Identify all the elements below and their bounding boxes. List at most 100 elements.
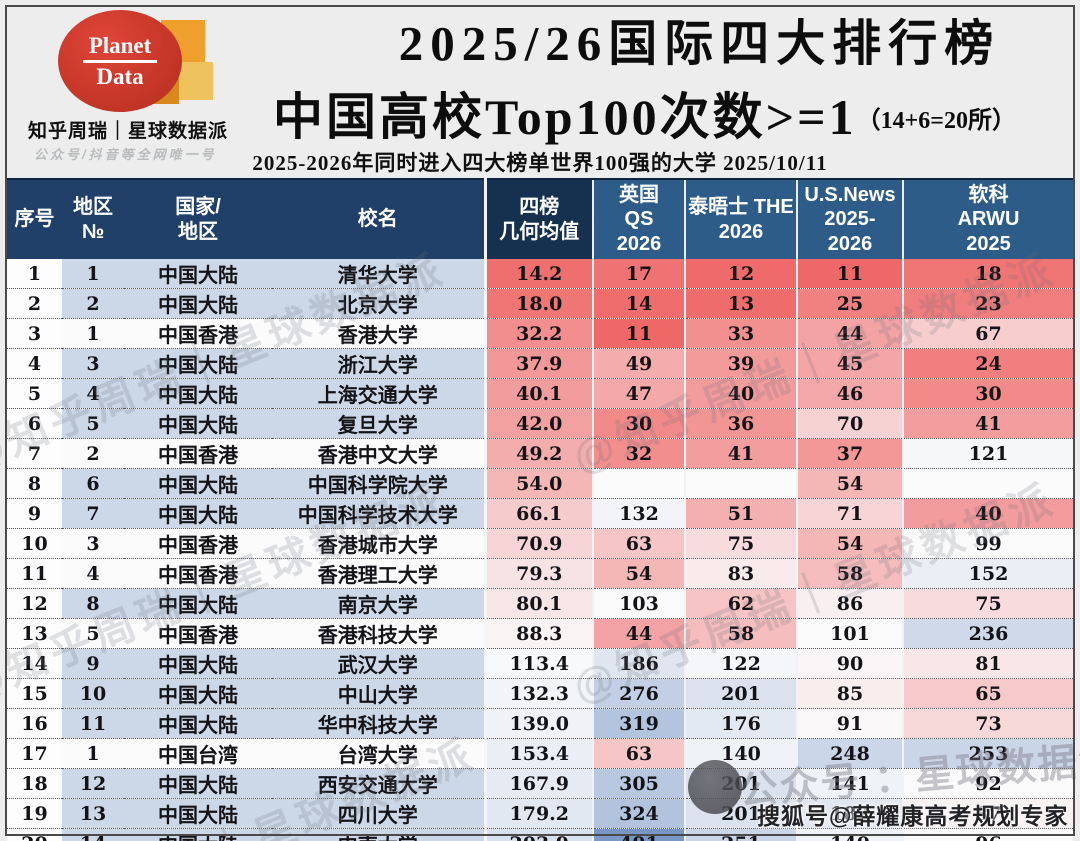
col-header-usnews: U.S.News 2025- 2026 bbox=[796, 178, 903, 259]
cell-qs: 63 bbox=[592, 738, 685, 769]
table-row: 9 7 中国大陆 中国科学技术大学 66.1 132 51 71 40 bbox=[7, 498, 1073, 529]
cell-region-no: 9 bbox=[62, 648, 124, 679]
cell-region: 中国大陆 bbox=[124, 828, 272, 841]
cell-geomean: 132.3 bbox=[483, 678, 593, 709]
table-row: 6 5 中国大陆 复旦大学 42.0 30 36 70 41 bbox=[7, 408, 1073, 439]
cell-geomean: 40.1 bbox=[483, 378, 593, 409]
cell-region: 中国香港 bbox=[124, 618, 272, 649]
cell-usnews: 44 bbox=[796, 318, 903, 349]
cell-index: 14 bbox=[7, 648, 62, 679]
cell-qs: 47 bbox=[592, 378, 685, 409]
cell-region: 中国大陆 bbox=[124, 408, 272, 439]
cell-region: 中国大陆 bbox=[124, 678, 272, 709]
cell-arwu: 96 bbox=[902, 828, 1073, 841]
cell-index: 3 bbox=[7, 318, 62, 349]
cell-region: 中国大陆 bbox=[124, 288, 272, 319]
cell-qs: 276 bbox=[592, 678, 685, 709]
cell-index: 7 bbox=[7, 438, 62, 469]
cell-arwu: 41 bbox=[902, 408, 1073, 439]
cell-index: 16 bbox=[7, 708, 62, 739]
table-body: 1 1 中国大陆 清华大学 14.2 17 12 11 18 2 2 中国大陆 北京大学 18.0 14 13… bbox=[7, 259, 1073, 841]
cell-usnews: 54 bbox=[796, 528, 903, 559]
cell-school: 四川大学 bbox=[272, 798, 485, 829]
cell-geomean: 54.0 bbox=[483, 468, 593, 499]
cell-index: 18 bbox=[7, 768, 62, 799]
cell-arwu: 67 bbox=[902, 318, 1073, 349]
cell-arwu: 121 bbox=[902, 438, 1073, 469]
cell-region-no: 8 bbox=[62, 588, 124, 619]
cell-region-no: 3 bbox=[62, 528, 124, 559]
cell-the: 33 bbox=[684, 318, 797, 349]
cell-region: 中国香港 bbox=[124, 528, 272, 559]
cell-geomean: 80.1 bbox=[483, 588, 593, 619]
cell-region-no: 7 bbox=[62, 498, 124, 529]
cell-region-no: 4 bbox=[62, 378, 124, 409]
cell-the: 36 bbox=[684, 408, 797, 439]
cell-geomean: 153.4 bbox=[483, 738, 593, 769]
cell-index: 12 bbox=[7, 588, 62, 619]
cell-qs: 14 bbox=[592, 288, 685, 319]
cell-school: 中山大学 bbox=[272, 678, 485, 709]
col-header-region-no: 地区 № bbox=[62, 178, 124, 259]
table-row: 19 13 中国大陆 四川大学 179.2 324 201 182 87 bbox=[7, 798, 1073, 829]
table-row: 10 3 中国香港 香港城市大学 70.9 63 75 54 99 bbox=[7, 528, 1073, 559]
cell-region: 中国大陆 bbox=[124, 468, 272, 499]
col-header-the: 泰晤士 THE 2026 bbox=[684, 178, 797, 259]
cell-geomean: 42.0 bbox=[483, 408, 593, 439]
cell-the: 62 bbox=[684, 588, 797, 619]
cell-region: 中国台湾 bbox=[124, 738, 272, 769]
table-row: 15 10 中国大陆 中山大学 132.3 276 201 85 65 bbox=[7, 678, 1073, 709]
cell-the: 12 bbox=[684, 259, 797, 289]
cell-region-no: 12 bbox=[62, 768, 124, 799]
cell-qs: 11 bbox=[592, 318, 685, 349]
cell-school: 北京大学 bbox=[272, 288, 485, 319]
cell-the: 83 bbox=[684, 558, 797, 589]
cell-index: 1 bbox=[7, 259, 62, 289]
cell-the: 41 bbox=[684, 438, 797, 469]
cell-arwu: 65 bbox=[902, 678, 1073, 709]
col-header-region: 国家/ 地区 bbox=[124, 178, 272, 259]
cell-arwu: 99 bbox=[902, 528, 1073, 559]
table-row: 12 8 中国大陆 南京大学 80.1 103 62 86 75 bbox=[7, 588, 1073, 619]
table-row: 1 1 中国大陆 清华大学 14.2 17 12 11 18 bbox=[7, 259, 1073, 289]
cell-qs: 30 bbox=[592, 408, 685, 439]
cell-the: 75 bbox=[684, 528, 797, 559]
cell-index: 4 bbox=[7, 348, 62, 379]
cell-geomean: 179.2 bbox=[483, 798, 593, 829]
cell-arwu: 92 bbox=[902, 768, 1073, 799]
cell-school: 中国科学院大学 bbox=[272, 468, 485, 499]
cell-region-no: 10 bbox=[62, 678, 124, 709]
cell-arwu bbox=[902, 468, 1073, 499]
cell-school: 浙江大学 bbox=[272, 348, 485, 379]
cell-usnews: 140 bbox=[796, 828, 903, 841]
cell-qs: 17 bbox=[592, 259, 685, 289]
cell-region: 中国大陆 bbox=[124, 768, 272, 799]
cell-school: 清华大学 bbox=[272, 259, 485, 289]
cell-arwu: 40 bbox=[902, 498, 1073, 529]
main-title-line1: 2025/26国际四大排行榜 bbox=[398, 16, 1001, 71]
col-header-arwu: 软科 ARWU 2025 bbox=[902, 178, 1073, 259]
cell-the: 39 bbox=[684, 348, 797, 379]
cell-school: 武汉大学 bbox=[272, 648, 485, 679]
cell-geomean: 203.9 bbox=[483, 828, 593, 841]
cell-the: 176 bbox=[684, 708, 797, 739]
cell-region-no: 1 bbox=[62, 318, 124, 349]
cell-geomean: 14.2 bbox=[483, 259, 593, 289]
col-header-qs: 英国 QS 2026 bbox=[592, 178, 685, 259]
cell-region: 中国大陆 bbox=[124, 348, 272, 379]
table-row: 3 1 中国香港 香港大学 32.2 11 33 44 67 bbox=[7, 318, 1073, 349]
cell-the: 13 bbox=[684, 288, 797, 319]
cell-the: 40 bbox=[684, 378, 797, 409]
title-block: 2025/26国际四大排行榜 中国高校Top100次数>=1（14+6=20所） bbox=[215, 4, 1074, 149]
rankings-table-wrap: 序号 地区 № 国家/ 地区 校名 四榜 几何均值 英国 QS 2026 泰晤士… bbox=[7, 178, 1073, 841]
logo-text-data: Data bbox=[96, 63, 144, 89]
cell-geomean: 139.0 bbox=[483, 708, 593, 739]
cell-school: 香港大学 bbox=[272, 318, 485, 349]
cell-geomean: 18.0 bbox=[483, 288, 593, 319]
cell-school: 香港中文大学 bbox=[272, 438, 485, 469]
cell-geomean: 70.9 bbox=[483, 528, 593, 559]
cell-region: 中国香港 bbox=[124, 558, 272, 589]
cell-qs: 132 bbox=[592, 498, 685, 529]
cell-qs: 324 bbox=[592, 798, 685, 829]
